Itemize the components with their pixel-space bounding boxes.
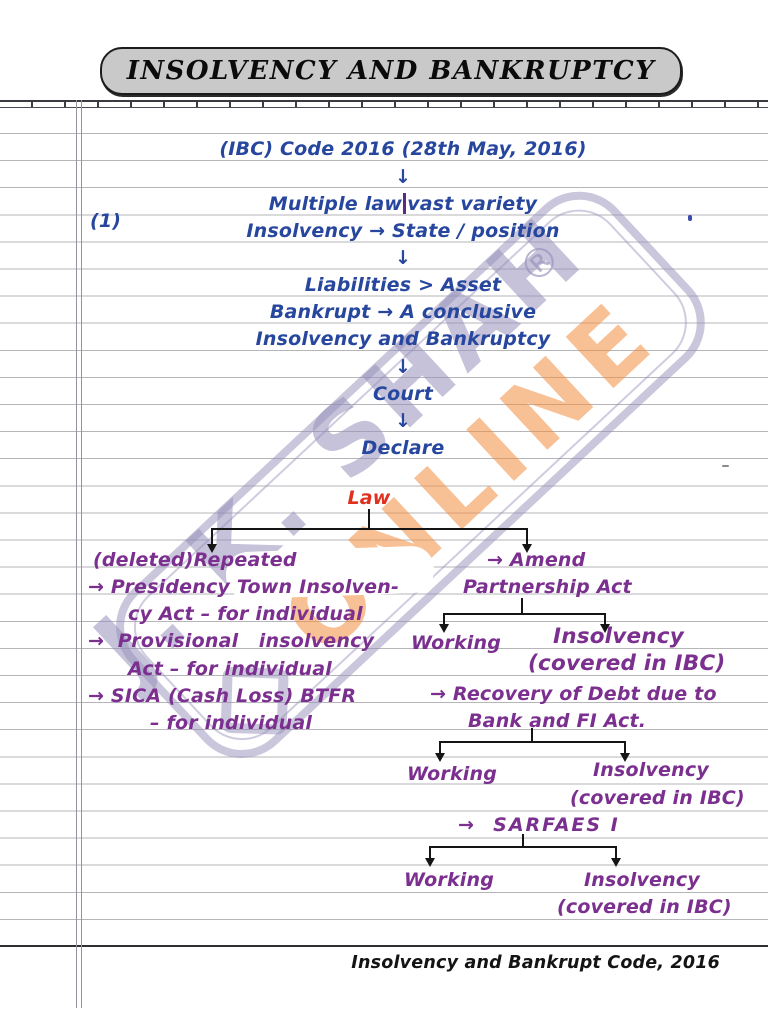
left-branch-item: cy Act – for individual: [128, 603, 363, 625]
connector-line: [531, 728, 533, 743]
right-branch-partnership: Partnership Act: [463, 576, 632, 598]
working-label: Working: [411, 632, 502, 654]
note-insolvency-bankruptcy: Insolvency and Bankruptcy: [255, 328, 551, 350]
connector-line: [429, 846, 617, 848]
down-arrow-icon: ↓: [394, 166, 412, 188]
left-branch-item: Act – for individual: [128, 658, 333, 680]
arrowhead-icon: [600, 624, 610, 633]
working-label: Working: [404, 869, 495, 891]
footer-divider-line: [0, 945, 768, 947]
left-branch-item: → Provisional insolvency: [88, 630, 375, 652]
ink-caret-mark: [403, 193, 407, 214]
footer-caption: Insolvency and Bankrupt Code, 2016: [351, 953, 720, 973]
connector-line: [522, 834, 524, 848]
recovery-act-line1: → Recovery of Debt due to: [430, 683, 717, 705]
connector-line: [604, 613, 606, 625]
arrowhead-icon: [439, 624, 449, 633]
ruler-strip: [0, 100, 768, 108]
connector-line: [439, 741, 626, 743]
note-law: Law: [347, 487, 391, 509]
down-arrow-icon: ↓: [394, 356, 412, 378]
arrowhead-icon: [207, 544, 217, 553]
note-declare: Declare: [361, 437, 445, 459]
down-arrow-icon: ↓: [394, 410, 412, 432]
connector-line: [526, 528, 528, 545]
margin-line: [76, 100, 82, 1008]
insolvency-label: Insolvency: [593, 759, 709, 781]
note-liabilities: Liabilities > Asset: [304, 274, 502, 296]
connector-line: [443, 613, 445, 625]
working-label: Working: [407, 763, 498, 785]
note-court: Court: [373, 383, 433, 405]
left-branch-item: → Presidency Town Insolven-: [88, 576, 400, 598]
note-ibc-code: (IBC) Code 2016 (28th May, 2016): [219, 138, 587, 160]
title-box: INSOLVENCY AND BANKRUPTCY: [100, 47, 682, 95]
sarfaesi-label: → SARFAES I: [458, 814, 620, 836]
covered-in-ibc-label: (covered in IBC): [570, 787, 745, 809]
margin-marker: (1): [90, 210, 122, 232]
arrowhead-icon: [435, 753, 445, 762]
connector-line: [443, 613, 606, 615]
covered-in-ibc-label: (covered in IBC): [528, 651, 726, 676]
left-branch-item: → SICA (Cash Loss) BTFR: [88, 685, 357, 707]
left-branch-title: (deleted)Repeated: [93, 549, 297, 571]
arrowhead-icon: [522, 544, 532, 553]
connector-line: [521, 598, 523, 615]
connector-line: [429, 846, 431, 859]
arrowhead-icon: [611, 858, 621, 867]
left-branch-item: – for individual: [150, 712, 313, 734]
connector-line: [439, 741, 441, 754]
insolvency-label: Insolvency: [553, 624, 684, 649]
arrowhead-icon: [620, 753, 630, 762]
note-multiple-law: Multiple law vast variety: [268, 193, 538, 215]
insolvency-label: Insolvency: [584, 869, 700, 891]
note-insolvency-state: Insolvency → State / position: [246, 220, 560, 242]
page-title: INSOLVENCY AND BANKRUPTCY: [126, 56, 656, 86]
down-arrow-icon: ↓: [394, 247, 412, 269]
right-branch-amend: → Amend: [487, 549, 586, 571]
ink-speck: [688, 215, 692, 221]
connector-line: [211, 528, 213, 545]
covered-in-ibc-label: (covered in IBC): [557, 896, 732, 918]
recovery-act-line2: Bank and FI Act.: [468, 710, 647, 732]
connector-line: [368, 509, 370, 529]
connector-line: [615, 846, 617, 859]
connector-line: [211, 528, 528, 530]
ink-speck: [722, 465, 729, 467]
note-bankrupt: Bankrupt → A conclusive: [269, 301, 537, 323]
arrowhead-icon: [425, 858, 435, 867]
connector-line: [624, 741, 626, 754]
